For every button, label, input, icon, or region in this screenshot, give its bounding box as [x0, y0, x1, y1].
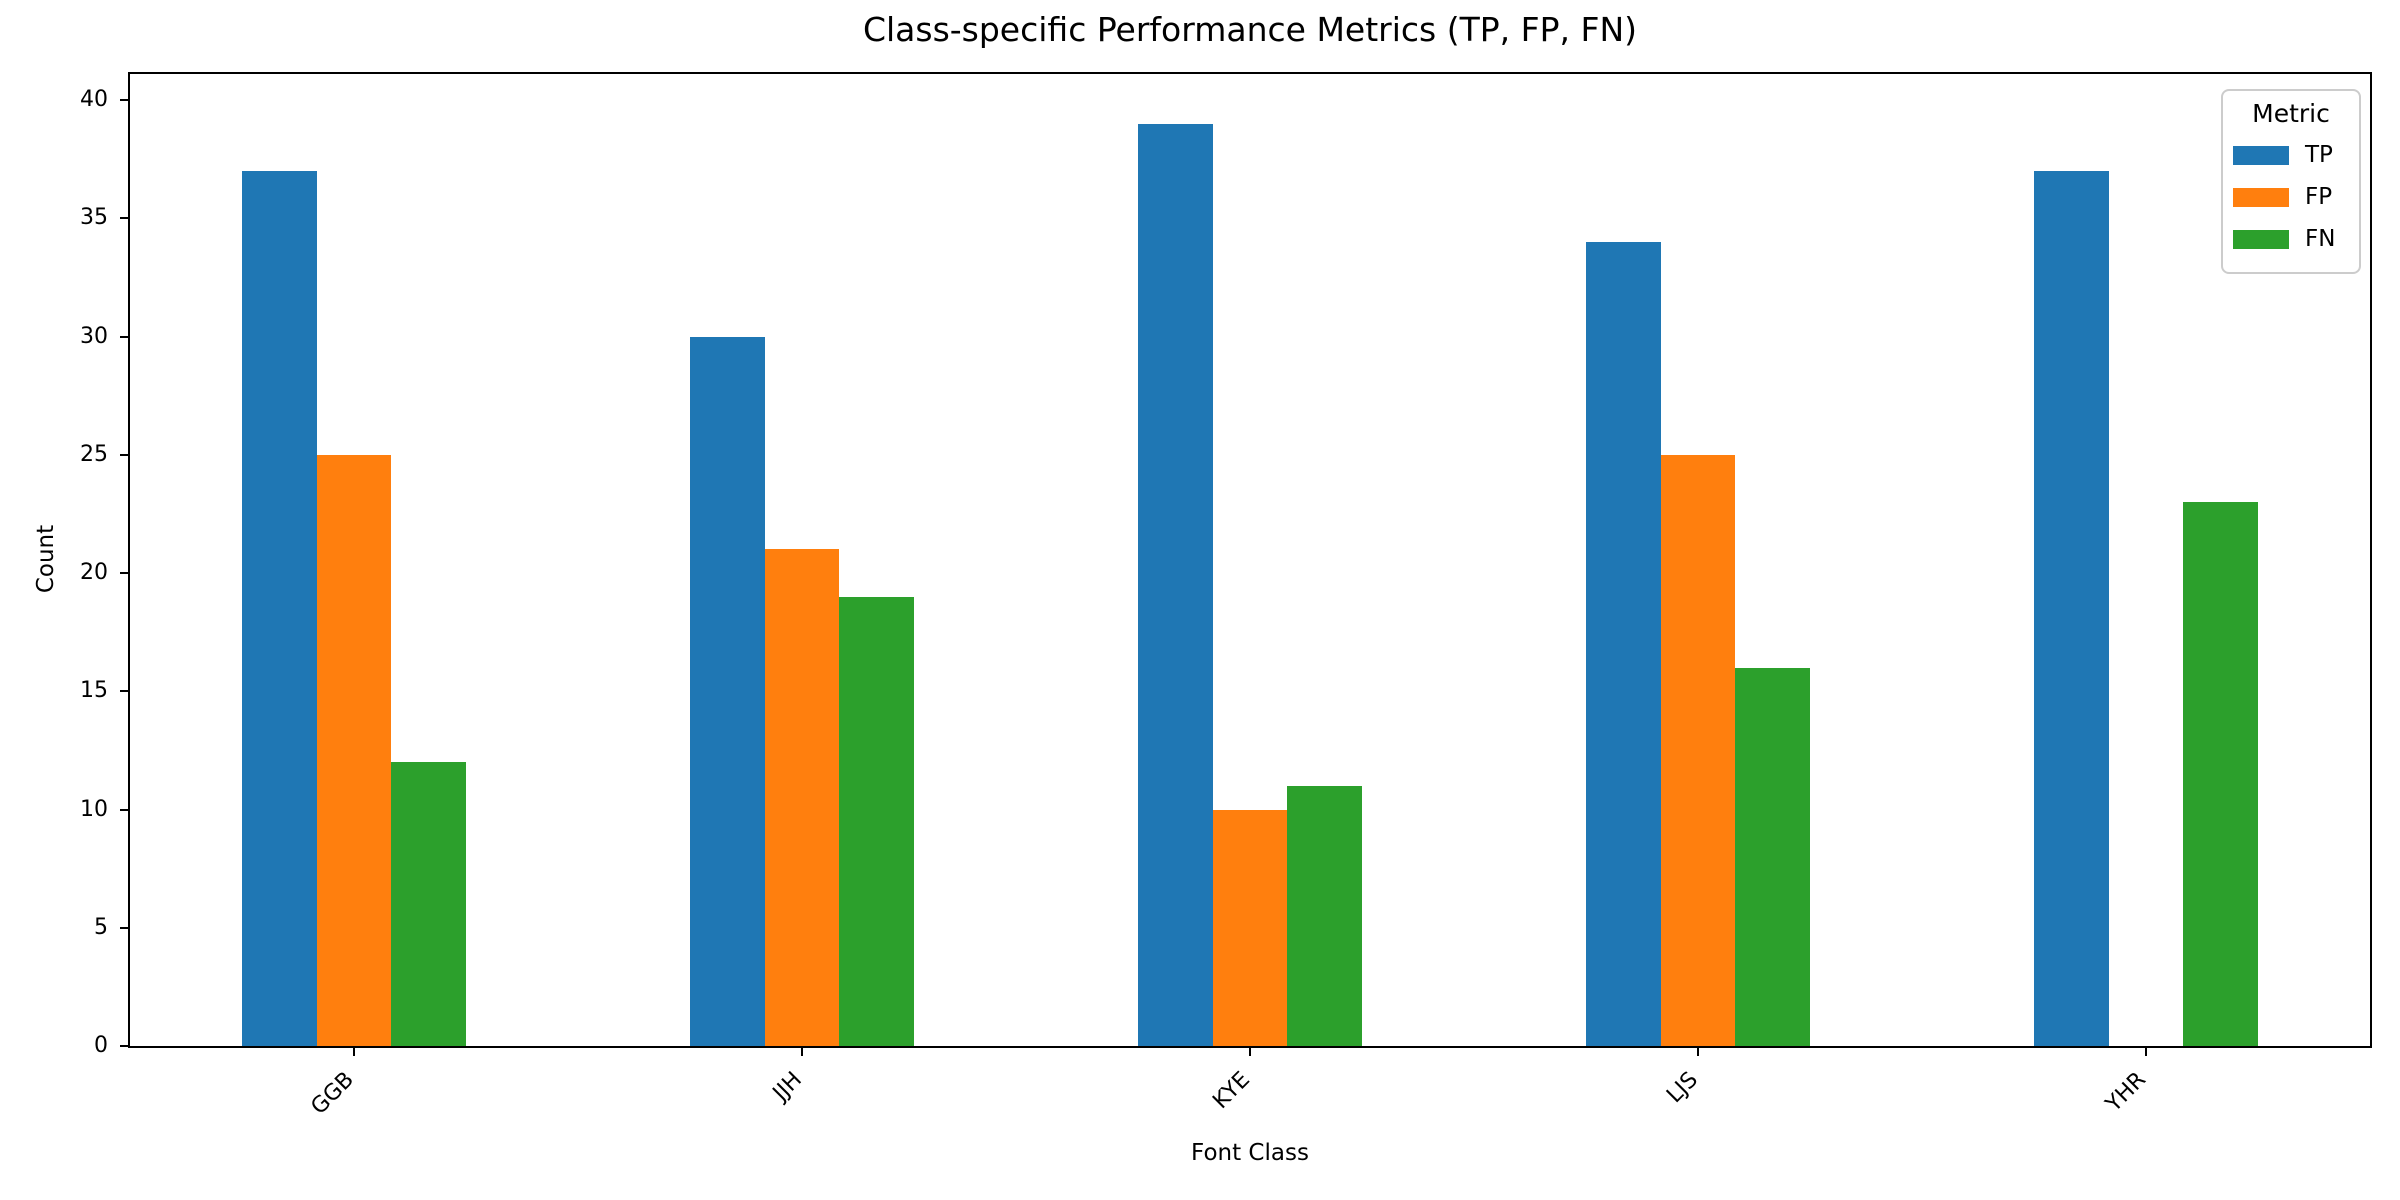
- bar-FN-KYE: [1287, 785, 1362, 1046]
- y-tick-label: 10: [80, 796, 108, 822]
- legend-items: TP FP FN: [2223, 134, 2359, 260]
- y-axis-label: Count: [33, 524, 59, 594]
- y-tick-label: 25: [80, 441, 108, 467]
- legend-swatch-FP: [2233, 187, 2289, 207]
- y-tick-mark: [120, 1045, 128, 1047]
- x-tick-label: KYE: [1208, 1067, 1255, 1114]
- bar-FN-LJS: [1735, 667, 1810, 1046]
- y-tick-label: 15: [80, 678, 108, 704]
- bar-FP-KYE: [1212, 809, 1288, 1046]
- legend-swatch-TP: [2233, 145, 2289, 165]
- legend-item-FN: FN: [2223, 218, 2359, 260]
- legend-label: TP: [2305, 142, 2333, 168]
- x-tick-mark: [1697, 1048, 1699, 1056]
- bar-FP-GGB: [316, 454, 392, 1046]
- x-tick-mark: [801, 1048, 803, 1056]
- legend-swatch-FN: [2233, 229, 2289, 249]
- x-tick-mark: [2145, 1048, 2147, 1056]
- legend: Metric TP FP FN: [2221, 89, 2361, 274]
- bar-TP-YHR: [2034, 170, 2109, 1046]
- legend-item-TP: TP: [2223, 134, 2359, 176]
- x-tick-mark: [353, 1048, 355, 1056]
- plot-area: 0 5 10 15 20 25 30 35 40 GGB JJH KYE LJS YHR: [80, 72, 2372, 1120]
- bar-TP-KYE: [1138, 123, 1213, 1046]
- bar-TP-GGB: [242, 170, 317, 1046]
- bar-FN-JJH: [839, 596, 914, 1046]
- y-tick-mark: [120, 217, 128, 220]
- x-axis-label: Font Class: [1191, 1140, 1309, 1166]
- bar-FN-YHR: [2183, 502, 2258, 1046]
- bar-FP-JJH: [764, 549, 840, 1046]
- y-tick-label: 40: [80, 87, 108, 112]
- legend-title: Metric: [2252, 99, 2330, 128]
- y-tick-mark: [120, 335, 128, 338]
- y-tick-mark: [120, 690, 128, 693]
- y-tick-mark: [120, 926, 128, 929]
- bar-TP-LJS: [1586, 241, 1661, 1046]
- legend-label: FN: [2305, 226, 2336, 252]
- bar-FP-LJS: [1660, 454, 1736, 1046]
- x-tick-label: YHR: [2101, 1067, 2151, 1117]
- bar-TP-JJH: [690, 336, 765, 1046]
- y-tick-mark: [120, 453, 128, 456]
- y-tick-label: 0: [94, 1033, 108, 1058]
- x-tick-label: LJS: [1662, 1067, 1703, 1109]
- y-tick-mark: [120, 99, 128, 101]
- y-tick-mark: [120, 572, 128, 574]
- x-tick-label: GGB: [306, 1067, 359, 1120]
- x-tick-mark: [1249, 1048, 1251, 1056]
- chart-title: Class-specific Performance Metrics (TP, …: [862, 10, 1638, 49]
- legend-label: FP: [2305, 184, 2333, 210]
- y-tick-mark: [120, 808, 128, 811]
- y-tick-label: 35: [80, 205, 108, 231]
- y-tick-label: 20: [80, 560, 108, 585]
- bar-FN-GGB: [391, 762, 466, 1046]
- y-tick-label: 5: [94, 914, 108, 940]
- x-tick-label: JJH: [768, 1067, 807, 1106]
- legend-item-FP: FP: [2223, 176, 2359, 218]
- y-tick-label: 30: [80, 323, 108, 349]
